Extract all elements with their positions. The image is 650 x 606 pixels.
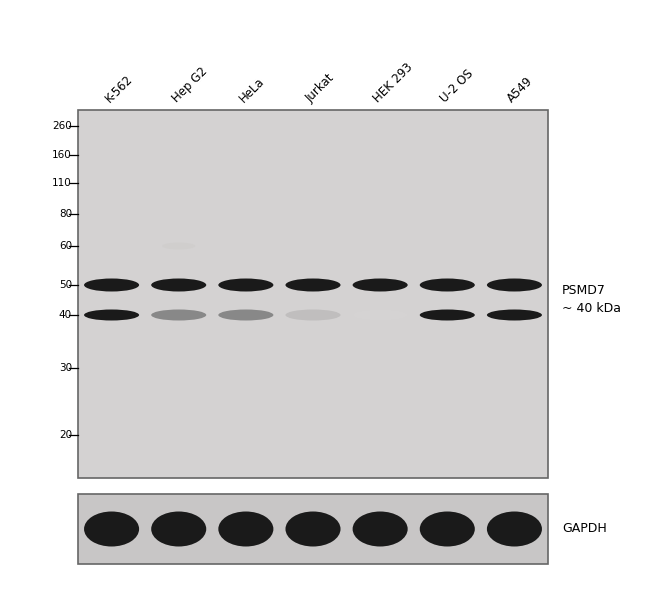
Ellipse shape: [352, 310, 408, 321]
Text: 50: 50: [59, 280, 72, 290]
Text: PSMD7
~ 40 kDa: PSMD7 ~ 40 kDa: [562, 284, 621, 316]
Bar: [78, 110, 548, 478]
Ellipse shape: [151, 310, 206, 321]
Ellipse shape: [352, 511, 408, 547]
Text: 160: 160: [52, 150, 72, 160]
Text: 40: 40: [59, 310, 72, 320]
Text: GAPDH: GAPDH: [562, 522, 606, 536]
Ellipse shape: [151, 511, 206, 547]
Text: 80: 80: [59, 209, 72, 219]
Text: 110: 110: [52, 178, 72, 188]
Text: U-2 OS: U-2 OS: [438, 67, 476, 105]
Text: 60: 60: [59, 241, 72, 251]
Ellipse shape: [285, 279, 341, 291]
Ellipse shape: [151, 279, 206, 291]
Ellipse shape: [285, 310, 341, 321]
Text: 30: 30: [59, 363, 72, 373]
Ellipse shape: [352, 279, 408, 291]
Ellipse shape: [420, 279, 474, 291]
Ellipse shape: [487, 279, 542, 291]
Ellipse shape: [487, 511, 542, 547]
Ellipse shape: [218, 310, 274, 321]
Ellipse shape: [162, 242, 195, 250]
Ellipse shape: [487, 310, 542, 321]
Text: 20: 20: [59, 430, 72, 440]
Ellipse shape: [420, 511, 474, 547]
Ellipse shape: [420, 310, 474, 321]
Text: Hep G2: Hep G2: [170, 65, 210, 105]
Text: K-562: K-562: [103, 72, 135, 105]
Ellipse shape: [84, 511, 139, 547]
Ellipse shape: [285, 511, 341, 547]
Text: A549: A549: [505, 75, 536, 105]
Ellipse shape: [218, 511, 274, 547]
Text: HeLa: HeLa: [237, 75, 267, 105]
Text: Jurkat: Jurkat: [304, 72, 337, 105]
Text: 260: 260: [52, 121, 72, 131]
Ellipse shape: [84, 310, 139, 321]
Ellipse shape: [218, 279, 274, 291]
Ellipse shape: [84, 279, 139, 291]
Bar: [78, 494, 548, 564]
Text: HEK 293: HEK 293: [371, 61, 415, 105]
